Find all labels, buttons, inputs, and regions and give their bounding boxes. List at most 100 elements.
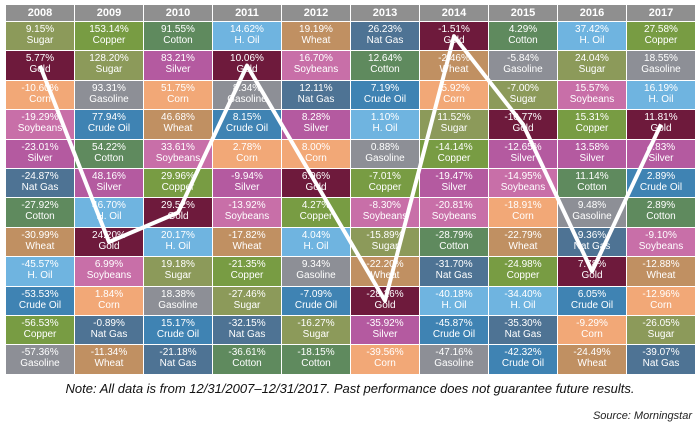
return-cell: -21.35% Copper [213, 257, 281, 286]
return-value: 10.06% [230, 53, 264, 65]
return-value: 8.00% [301, 141, 331, 153]
return-value: -30.99% [21, 229, 59, 241]
return-cell: 77.94% Crude Oil [75, 110, 143, 139]
return-value: 18.55% [644, 53, 678, 65]
return-cell: 46.68% Wheat [144, 110, 212, 139]
return-value: -27.46% [228, 288, 266, 300]
commodity-name: Soybeans [155, 152, 201, 164]
return-value: -24.87% [21, 171, 59, 182]
return-value: -34.40% [504, 288, 542, 300]
return-cell: -22.20% Wheat [351, 257, 419, 286]
commodity-name: Crude Oil [225, 123, 269, 135]
commodity-name: Soybeans [86, 270, 132, 282]
commodity-name: Sugar [509, 93, 537, 105]
return-value: 9.34% [301, 259, 331, 271]
return-value: -45.57% [21, 259, 59, 271]
return-value: -9.29% [576, 318, 608, 329]
return-cell: 20.17% H. Oil [144, 227, 212, 257]
return-value: -14.95% [504, 171, 542, 182]
return-cell: 29.52% Gold [144, 198, 212, 227]
return-value: 46.70% [92, 200, 126, 212]
return-cell: -45.87% Crude Oil [420, 316, 488, 345]
return-value: -57.36% [21, 347, 59, 359]
return-value: 26.23% [368, 24, 402, 35]
return-cell: -57.36% Gasoline [6, 345, 74, 374]
return-cell: 4.04% H. Oil [282, 227, 350, 257]
year-header: 2009 [75, 5, 143, 21]
return-cell: -9.29% Corn [558, 316, 626, 345]
commodity-name: Gold [512, 123, 534, 135]
commodity-name: Soybeans [569, 93, 615, 105]
year-header: 2014 [420, 5, 488, 21]
return-cell: -32.15% Nat Gas [213, 316, 281, 345]
return-cell: 8.15% Crude Oil [213, 110, 281, 139]
commodity-name: Corn [374, 358, 396, 370]
return-value: 83.21% [161, 53, 195, 65]
return-cell: -22.79% Wheat [489, 227, 557, 257]
return-value: 18.38% [161, 288, 195, 300]
return-value: -19.29% [21, 112, 59, 124]
commodity-name: Gasoline [296, 270, 336, 282]
commodity-name: Copper [92, 35, 126, 46]
return-cell: -21.18% Nat Gas [144, 345, 212, 374]
commodity-name: Silver [96, 182, 122, 193]
return-cell: 16.19% H. Oil [627, 80, 695, 110]
return-cell: -39.56% Corn [351, 345, 419, 374]
return-value: -27.92% [21, 200, 59, 212]
return-cell: 8.34% Gasoline [213, 80, 281, 110]
return-value: 37.42% [575, 24, 609, 35]
return-cell: -8.30% Soybeans [351, 198, 419, 227]
return-value: 4.04% [301, 229, 331, 241]
return-cell: -35.92% Silver [351, 316, 419, 345]
return-cell: 8.28% Silver [282, 110, 350, 139]
commodity-name: Gold [29, 64, 51, 76]
commodity-name: Copper [299, 211, 333, 223]
return-cell: -16.27% Sugar [282, 316, 350, 345]
commodity-name: H. Oil [372, 123, 398, 135]
return-cell: -17.82% Wheat [213, 227, 281, 257]
commodity-name: H. Oil [96, 211, 122, 223]
return-value: -10.77% [504, 112, 542, 124]
commodity-name: Gasoline [20, 358, 60, 370]
return-value: -45.87% [435, 318, 473, 329]
commodity-name: Nat Gas [228, 329, 266, 340]
return-cell: -1.51% Gold [420, 22, 488, 51]
return-cell: -24.49% Wheat [558, 345, 626, 374]
commodity-name: Copper [506, 270, 540, 282]
return-cell: 11.14% Cotton [558, 169, 626, 198]
return-value: -8.30% [369, 200, 401, 212]
return-cell: 1.84% Corn [75, 286, 143, 315]
return-value: 153.14% [89, 24, 129, 35]
commodity-name: Nat Gas [504, 329, 542, 340]
commodity-name: Sugar [371, 240, 399, 252]
return-cell: -23.01% Silver [6, 139, 74, 168]
commodity-name: Crude Oil [87, 123, 131, 135]
commodity-name: Nat Gas [21, 182, 59, 193]
return-cell: 15.17% Crude Oil [144, 316, 212, 345]
commodity-name: Crude Oil [363, 93, 407, 105]
return-cell: -30.99% Wheat [6, 227, 74, 257]
return-cell: -24.98% Copper [489, 257, 557, 286]
return-value: -42.32% [504, 347, 542, 359]
return-cell: -12.65% Silver [489, 139, 557, 168]
return-value: 9.48% [577, 200, 607, 212]
commodity-name: Cotton [508, 35, 538, 46]
return-value: -36.61% [228, 347, 266, 359]
return-value: -1.51% [438, 24, 470, 35]
commodity-name: Copper [368, 182, 402, 193]
commodity-name: Sugar [647, 329, 675, 340]
return-cell: 29.96% Copper [144, 169, 212, 198]
commodity-name: Copper [161, 182, 195, 193]
commodity-name: Silver [648, 152, 674, 164]
return-value: 4.29% [508, 24, 538, 35]
return-cell: 33.61% Soybeans [144, 139, 212, 168]
return-cell: 26.23% Nat Gas [351, 22, 419, 51]
commodity-name: Gasoline [89, 93, 129, 105]
return-value: 11.14% [575, 171, 609, 182]
return-value: 128.20% [89, 53, 129, 65]
return-cell: 14.62% H. Oil [213, 22, 281, 51]
commodity-name: Copper [644, 35, 678, 46]
return-value: -15.89% [366, 229, 404, 241]
return-cell: 1.10% H. Oil [351, 110, 419, 139]
return-value: -28.79% [435, 229, 473, 241]
